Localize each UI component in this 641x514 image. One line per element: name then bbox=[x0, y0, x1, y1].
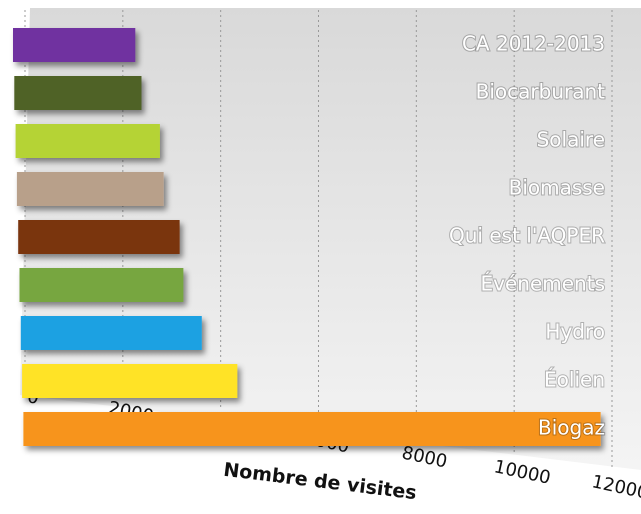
category-label: Qui est l'AQPER bbox=[449, 224, 605, 248]
bar bbox=[18, 220, 180, 254]
bar bbox=[16, 172, 164, 206]
x-tick-label: 10000 bbox=[492, 456, 552, 488]
category-label: Événements bbox=[481, 272, 605, 296]
bar bbox=[19, 268, 184, 302]
category-label: Biogaz bbox=[538, 416, 605, 440]
bar bbox=[23, 412, 601, 446]
category-label: CA 2012-2013 bbox=[462, 32, 605, 56]
x-tick-label: 12000 bbox=[590, 471, 641, 503]
category-label: Biocarburant bbox=[476, 80, 606, 104]
bar bbox=[14, 76, 142, 110]
plot-wall bbox=[20, 8, 641, 470]
bar bbox=[22, 364, 238, 398]
bar bbox=[20, 316, 202, 350]
category-label: Biomasse bbox=[509, 176, 605, 200]
bar bbox=[13, 28, 136, 62]
x-axis-title: Nombre de visites bbox=[222, 459, 418, 505]
bar bbox=[15, 124, 160, 158]
category-label: Éolien bbox=[544, 368, 605, 392]
category-label: Hydro bbox=[545, 320, 605, 344]
x-tick-label: 8000 bbox=[400, 442, 449, 472]
category-label: Solaire bbox=[537, 128, 605, 152]
